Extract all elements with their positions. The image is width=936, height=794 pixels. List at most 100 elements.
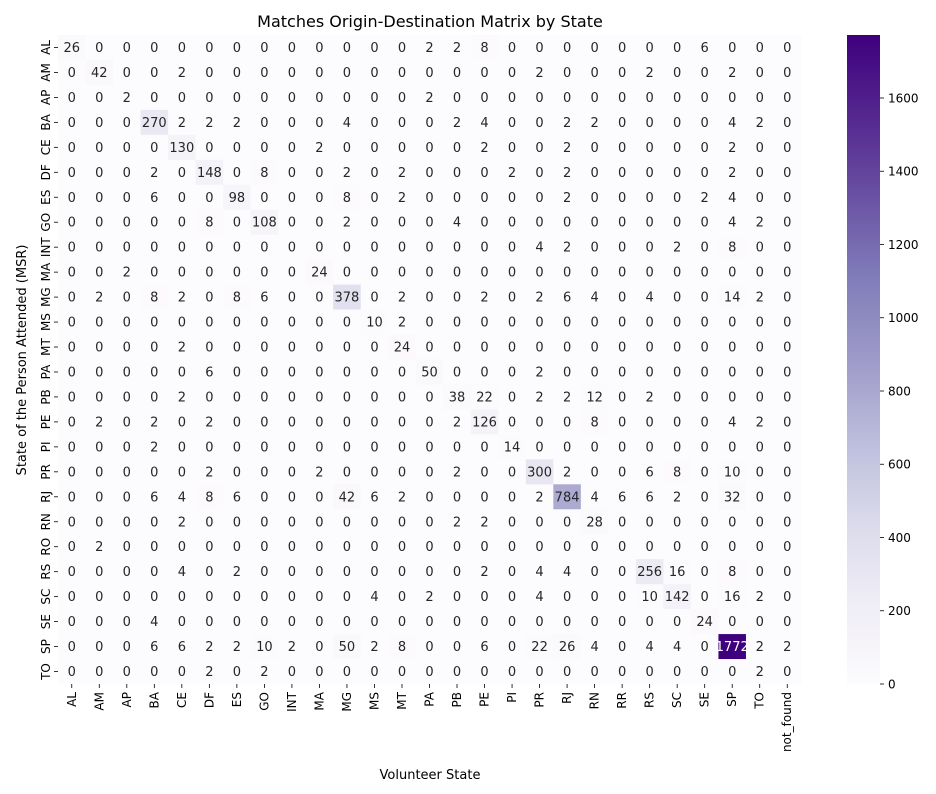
- cell-value-label: 0: [315, 415, 323, 430]
- cell-value-label: 0: [590, 540, 598, 555]
- cell-value-label: 0: [673, 141, 681, 156]
- heatmap-cell: [690, 484, 719, 510]
- cell-value-label: 256: [637, 565, 662, 580]
- cell-value-label: 0: [508, 241, 516, 256]
- cell-value-label: 0: [343, 91, 351, 106]
- cell-value-label: 0: [123, 365, 131, 380]
- cell-value-label: 0: [701, 590, 709, 605]
- cell-value-label: 0: [535, 515, 543, 530]
- heatmap-cell: [635, 59, 664, 86]
- cell-value-label: 0: [233, 365, 241, 380]
- heatmap-cell: [608, 159, 637, 186]
- cell-value-label: 0: [233, 440, 241, 455]
- heatmap-cell: [773, 509, 802, 535]
- cell-value-label: 8: [150, 291, 158, 306]
- heatmap-cell: [553, 509, 582, 535]
- heatmap-cell: [250, 109, 279, 136]
- heatmap-cell: [553, 434, 582, 460]
- cell-value-label: 0: [646, 241, 654, 256]
- heatmap-cell: [745, 484, 774, 510]
- cell-value-label: 0: [288, 66, 296, 81]
- cell-value-label: 0: [150, 91, 158, 106]
- heatmap-cell: [580, 309, 609, 336]
- heatmap-cell: [85, 259, 114, 286]
- cell-value-label: 0: [425, 515, 433, 530]
- heatmap-cell: [498, 59, 527, 86]
- cell-value-label: 0: [673, 216, 681, 231]
- heatmap-cell: [663, 609, 692, 635]
- cell-value-label: 0: [480, 665, 488, 680]
- heatmap-cell: [663, 134, 692, 161]
- cell-value-label: 0: [123, 216, 131, 231]
- heatmap-cell: [553, 234, 582, 261]
- heatmap-cell: [553, 84, 582, 111]
- cell-value-label: 4: [178, 565, 186, 580]
- heatmap-cell: [415, 234, 444, 261]
- heatmap-cell: [195, 534, 224, 560]
- cell-value-label: 6: [233, 490, 241, 505]
- cell-value-label: 0: [68, 515, 76, 530]
- cell-value-label: 0: [701, 291, 709, 306]
- cell-value-label: 0: [370, 665, 378, 680]
- heatmap-cell: [470, 434, 499, 460]
- cell-value-label: 0: [288, 515, 296, 530]
- heatmap-cell: [250, 359, 279, 385]
- y-tick-label: CE: [39, 139, 53, 155]
- x-tick-label: PE: [478, 692, 492, 707]
- cell-value-label: 2: [590, 116, 598, 131]
- y-tick-label: DF: [39, 164, 53, 180]
- heatmap-cell: [195, 584, 224, 610]
- cell-value-label: 2: [425, 590, 433, 605]
- cell-value-label: 0: [95, 515, 103, 530]
- heatmap-cell: [168, 484, 197, 510]
- cell-value-label: 4: [150, 615, 158, 630]
- cell-value-label: 0: [618, 341, 626, 356]
- cell-value-label: 16: [724, 590, 741, 605]
- cell-value-label: 8: [260, 166, 268, 181]
- heatmap-cell: [443, 459, 472, 485]
- heatmap-cell: [718, 309, 747, 336]
- heatmap-cell: [525, 534, 554, 560]
- cell-value-label: 0: [480, 465, 488, 480]
- cell-value-label: 0: [590, 365, 598, 380]
- cell-value-label: 0: [646, 440, 654, 455]
- heatmap-cell: [498, 259, 527, 286]
- heatmap-cell: [168, 284, 197, 311]
- heatmap-cell: [415, 459, 444, 485]
- cell-value-label: 0: [233, 66, 241, 81]
- heatmap-cell: [635, 409, 664, 435]
- cell-value-label: 0: [590, 66, 598, 81]
- heatmap-cell: [745, 584, 774, 610]
- heatmap-cell: [140, 359, 169, 385]
- heatmap-cell: [580, 259, 609, 286]
- cell-value-label: 0: [370, 66, 378, 81]
- cell-value-label: 0: [673, 415, 681, 430]
- cell-value-label: 0: [453, 440, 461, 455]
- heatmap-cell: [498, 459, 527, 485]
- heatmap-cell: [525, 659, 554, 685]
- cell-value-label: 0: [343, 615, 351, 630]
- y-tick-label: MS: [39, 313, 53, 331]
- cell-value-label: 0: [756, 191, 764, 206]
- heatmap-cell: [718, 59, 747, 86]
- heatmap-cell: [388, 234, 417, 261]
- colorbar-tick-label: 200: [888, 604, 911, 618]
- x-tick-label: TO: [753, 692, 767, 710]
- heatmap-cell: [663, 584, 692, 610]
- cell-value-label: 0: [618, 141, 626, 156]
- cell-value-label: 0: [95, 615, 103, 630]
- cell-value-label: 0: [425, 266, 433, 281]
- cell-value-label: 0: [563, 91, 571, 106]
- cell-value-label: 8: [398, 640, 406, 655]
- heatmap-cell: [580, 134, 609, 161]
- heatmap-cell: [443, 259, 472, 286]
- cell-value-label: 0: [233, 415, 241, 430]
- heatmap-cell: [635, 109, 664, 136]
- cell-value-label: 0: [508, 565, 516, 580]
- heatmap-cell: [195, 659, 224, 685]
- cell-value-label: 0: [508, 216, 516, 231]
- heatmap-cell: [305, 659, 334, 685]
- heatmap-cell: [690, 35, 719, 61]
- cell-value-label: 0: [370, 390, 378, 405]
- cell-value-label: 0: [618, 241, 626, 256]
